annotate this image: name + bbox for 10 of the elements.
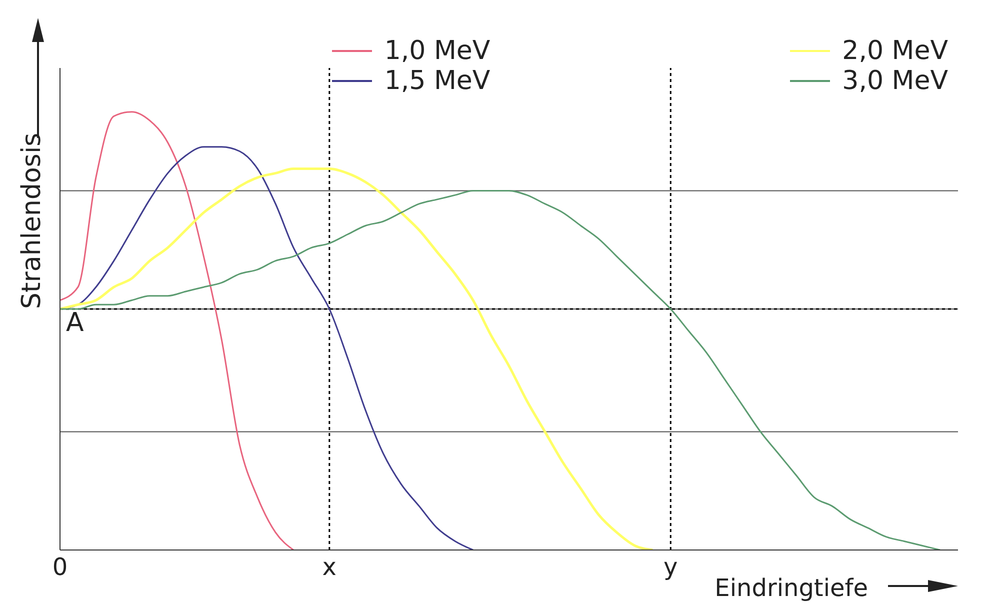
legend-label: 1,5 MeV <box>384 66 490 96</box>
x-tick-label: 0 <box>52 553 68 582</box>
x-tick-label: y <box>664 553 678 582</box>
annotation: A <box>66 308 84 338</box>
x-tick-label: x <box>322 553 336 582</box>
x-axis-title: Eindringtiefe <box>714 574 868 602</box>
legend-label: 3,0 MeV <box>842 66 948 96</box>
legend-label: 2,0 MeV <box>842 36 948 66</box>
y-axis-title: Strahlendosis <box>17 132 48 309</box>
legend-label: 1,0 MeV <box>384 36 490 66</box>
